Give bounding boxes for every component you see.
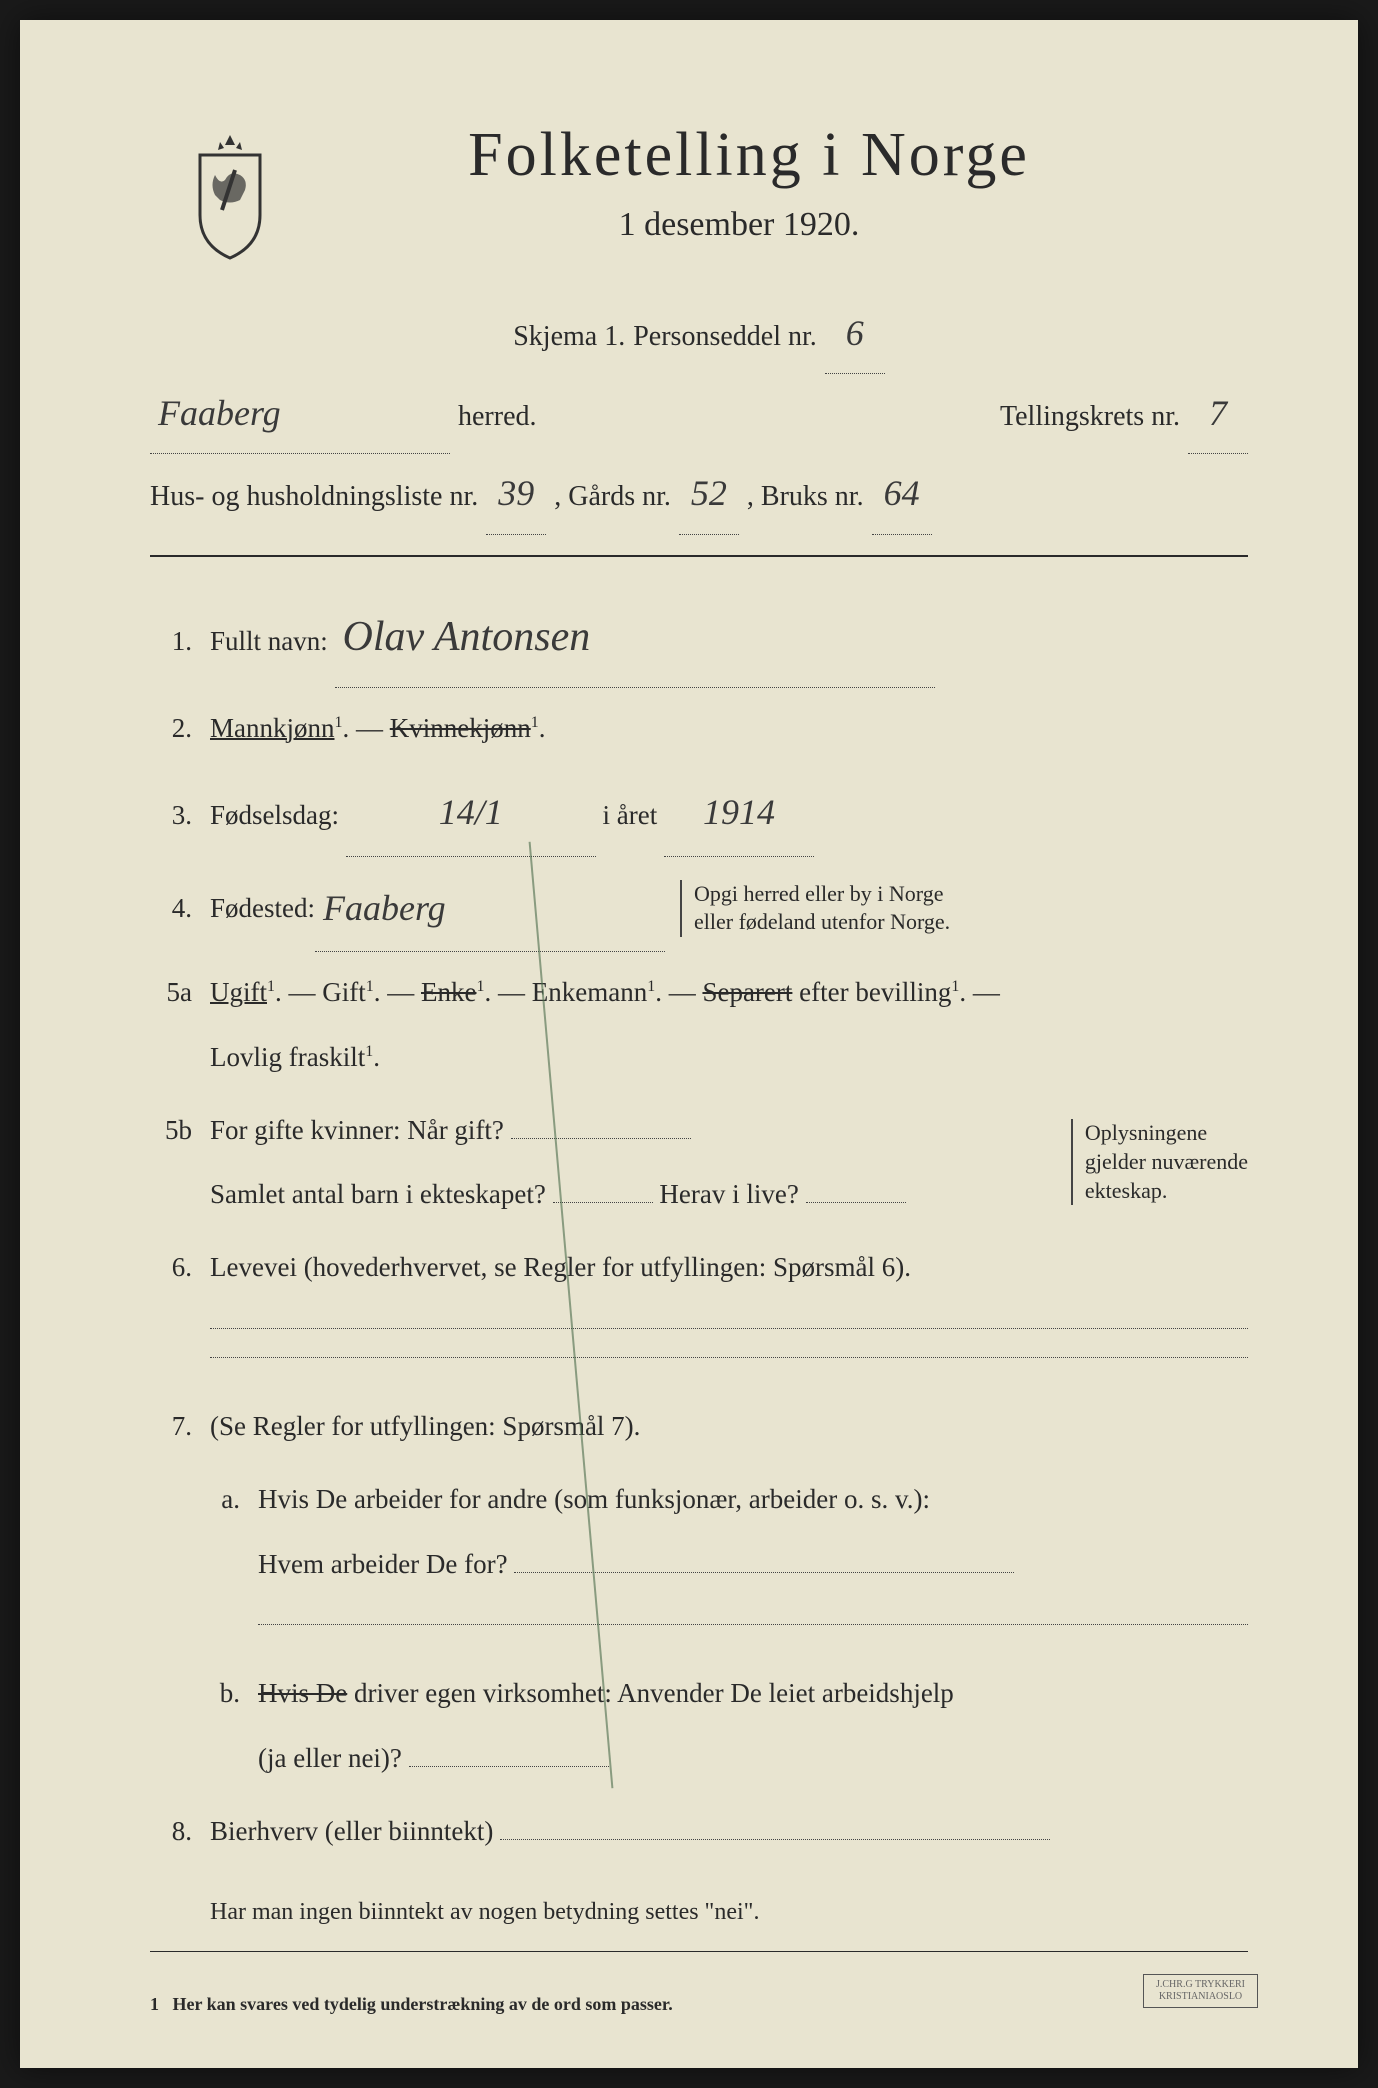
- q8-label: Bierhverv (eller biinntekt): [210, 1816, 493, 1846]
- closing-instruction: Har man ingen biinntekt av nogen betydni…: [150, 1884, 1248, 1942]
- q5b-alive-label: Herav i live?: [659, 1179, 798, 1209]
- q5b-children-label: Samlet antal barn i ekteskapet?: [210, 1179, 546, 1209]
- q1-label: Fullt navn:: [210, 626, 328, 656]
- q4-label: Fødested:: [210, 876, 315, 941]
- q7a-blank-line: [258, 1624, 1248, 1625]
- q5b-instruction-note: Oplysningene gjelder nuværende ekteskap.: [1071, 1119, 1248, 1205]
- footnote-text: Her kan svares ved tydelig understræknin…: [173, 1994, 673, 2014]
- q2-number: 2.: [150, 696, 192, 761]
- q6-label: Levevei (hovederhvervet, se Regler for u…: [210, 1252, 911, 1282]
- q8-number: 8.: [150, 1799, 192, 1864]
- question-8: 8. Bierhverv (eller biinntekt): [150, 1799, 1248, 1864]
- q4-note-line2: eller fødeland utenfor Norge.: [694, 909, 950, 934]
- q5a-gift: Gift: [322, 977, 366, 1007]
- q3-birthday-value: 14/1: [346, 769, 596, 856]
- q5b-children-blank: [553, 1179, 653, 1203]
- krets-number: 7: [1188, 374, 1248, 454]
- census-form-page: Folketelling i Norge 1 desember 1920. Sk…: [20, 20, 1358, 2068]
- q7b-strike: Hvis De: [258, 1678, 347, 1708]
- q7b-blank: [409, 1743, 609, 1767]
- q5b-alive-blank: [806, 1179, 906, 1203]
- q7a-text2: Hvem arbeider De for?: [258, 1549, 508, 1579]
- question-6: 6. Levevei (hovederhvervet, se Regler fo…: [150, 1235, 1248, 1386]
- q5a-fraskilt: Lovlig fraskilt: [210, 1042, 365, 1072]
- q4-birthplace-value: Faaberg: [315, 865, 665, 952]
- q5a-ugift: Ugift: [210, 977, 267, 1007]
- questions-section: 1. Fullt navn: Olav Antonsen 2. Mannkjøn…: [150, 587, 1248, 1942]
- footnote-divider: [150, 1951, 1248, 1952]
- question-7b: b. Hvis De driver egen virksomhet: Anven…: [150, 1661, 1248, 1791]
- question-5b: 5b For gifte kvinner: Når gift? Samlet a…: [150, 1098, 1248, 1228]
- footnote-marker: 1: [150, 1994, 159, 2014]
- q3-number: 3.: [150, 783, 192, 848]
- question-4: 4. Fødested: Faaberg Opgi herred eller b…: [150, 865, 1248, 952]
- q7a-text1: Hvis De arbeider for andre (som funksjon…: [258, 1484, 930, 1514]
- person-slip-number: 6: [825, 294, 885, 374]
- q7b-label: b.: [210, 1661, 240, 1726]
- q3-label: Fødselsdag:: [210, 800, 339, 830]
- q7b-text1: driver egen virksomhet: Anvender De leie…: [354, 1678, 954, 1708]
- q5b-when-married-label: For gifte kvinner: Når gift?: [210, 1115, 504, 1145]
- herred-value: Faaberg: [150, 374, 450, 454]
- herred-label: herred.: [458, 386, 537, 448]
- form-title: Folketelling i Norge: [250, 120, 1248, 191]
- q6-blank-line-2: [210, 1357, 1248, 1358]
- stamp-line2: KRISTIANIAOSLO: [1159, 1991, 1242, 2002]
- question-2: 2. Mannkjønn1. — Kvinnekjønn1.: [150, 696, 1248, 761]
- house-list-number: 39: [486, 454, 546, 534]
- q4-number: 4.: [150, 876, 192, 941]
- form-header: Folketelling i Norge 1 desember 1920.: [150, 120, 1248, 244]
- q5b-when-married-blank: [511, 1115, 691, 1139]
- gard-label: , Gårds nr.: [554, 466, 671, 528]
- q1-full-name-value: Olav Antonsen: [335, 587, 935, 689]
- question-5a: 5a Ugift1. — Gift1. — Enke1. — Enkemann1…: [150, 960, 1248, 1090]
- q7-intro: (Se Regler for utfyllingen: Spørsmål 7).: [210, 1411, 640, 1441]
- section-divider: [150, 555, 1248, 557]
- question-7: 7. (Se Regler for utfyllingen: Spørsmål …: [150, 1394, 1248, 1459]
- q3-year-label: i året: [603, 800, 658, 830]
- q5b-note-line3: ekteskap.: [1085, 1178, 1167, 1203]
- q7a-blank: [514, 1549, 1014, 1573]
- bruk-number: 64: [872, 454, 932, 534]
- q5b-note-line1: Oplysningene: [1085, 1120, 1207, 1145]
- q7a-label: a.: [210, 1467, 240, 1532]
- q6-number: 6.: [150, 1235, 192, 1300]
- form-schema-label: Skjema 1.: [513, 306, 625, 368]
- q7-number: 7.: [150, 1394, 192, 1459]
- q4-note-line1: Opgi herred eller by i Norge: [694, 881, 943, 906]
- q5a-enkemann: Enkemann: [532, 977, 647, 1007]
- q2-female-option: Kvinnekjønn: [390, 713, 531, 743]
- gard-number: 52: [679, 454, 739, 534]
- norway-coat-of-arms-icon: [180, 130, 280, 260]
- q8-blank: [500, 1816, 1050, 1840]
- footnote: 1 Her kan svares ved tydelig understrækn…: [150, 1982, 1248, 2015]
- q7b-text2: (ja eller nei)?: [258, 1743, 402, 1773]
- form-metadata: Skjema 1. Personseddel nr. 6 Faaberg her…: [150, 294, 1248, 535]
- krets-label: Tellingskrets nr.: [1000, 386, 1180, 448]
- q5b-number: 5b: [150, 1098, 192, 1163]
- q5a-number: 5a: [150, 960, 192, 1025]
- printer-stamp: J.CHR.G TRYKKERI KRISTIANIAOSLO: [1143, 1974, 1258, 2008]
- q5a-separert: Separert: [702, 977, 792, 1007]
- q5a-enke: Enke: [421, 977, 476, 1007]
- q5a-separert-suffix: efter bevilling: [799, 977, 951, 1007]
- stamp-line1: J.CHR.G TRYKKERI: [1156, 1979, 1245, 1990]
- person-slip-label: Personseddel nr.: [633, 306, 817, 368]
- q1-number: 1.: [150, 609, 192, 674]
- bruk-label: , Bruks nr.: [747, 466, 864, 528]
- q5b-note-line2: gjelder nuværende: [1085, 1149, 1248, 1174]
- question-7a: a. Hvis De arbeider for andre (som funks…: [150, 1467, 1248, 1654]
- form-date: 1 desember 1920.: [230, 206, 1248, 244]
- question-1: 1. Fullt navn: Olav Antonsen: [150, 587, 1248, 689]
- q6-blank-line-1: [210, 1328, 1248, 1329]
- q4-instruction-note: Opgi herred eller by i Norge eller fødel…: [680, 880, 950, 937]
- q3-year-value: 1914: [664, 769, 814, 856]
- q2-male-option: Mannkjønn: [210, 713, 335, 743]
- question-3: 3. Fødselsdag: 14/1 i året 1914: [150, 769, 1248, 856]
- house-list-label: Hus- og husholdningsliste nr.: [150, 466, 478, 528]
